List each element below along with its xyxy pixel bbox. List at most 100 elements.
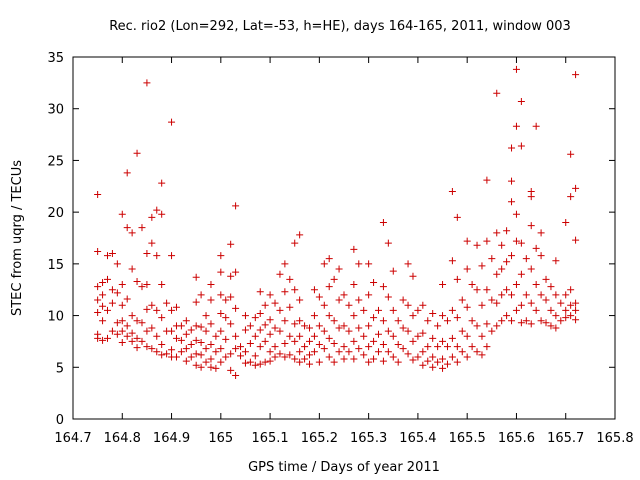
data-point (443, 343, 451, 351)
data-point (567, 150, 575, 158)
x-tick-label: 165.8 (596, 431, 633, 446)
data-point (572, 316, 580, 324)
data-point (463, 237, 471, 245)
data-point (458, 327, 466, 335)
data-point (232, 268, 240, 276)
data-point (320, 327, 328, 335)
data-point (232, 202, 240, 210)
data-point (350, 245, 358, 253)
data-point (222, 335, 230, 343)
data-point (493, 89, 501, 97)
data-point (350, 281, 358, 289)
data-point (94, 191, 102, 199)
data-point (384, 293, 392, 301)
data-point (562, 218, 570, 226)
data-point (517, 239, 525, 247)
data-point (276, 327, 284, 335)
y-tick-label: 15 (47, 258, 64, 273)
data-point (498, 317, 506, 325)
chart-title: Rec. rio2 (Lon=292, Lat=-53, h=HE), days… (109, 19, 571, 34)
data-point (158, 210, 166, 218)
data-point (532, 306, 540, 314)
data-point (103, 275, 111, 283)
data-point (261, 301, 269, 309)
data-point (394, 317, 402, 325)
y-tick-label: 35 (47, 51, 64, 66)
data-point (246, 339, 254, 347)
data-point (493, 299, 501, 307)
data-point (118, 338, 126, 346)
data-point (187, 353, 195, 361)
x-tick-label: 165 (208, 431, 233, 446)
data-point (330, 317, 338, 325)
data-point (113, 289, 121, 297)
data-point (276, 270, 284, 278)
data-point (168, 346, 176, 354)
data-point (108, 327, 116, 335)
data-point (409, 272, 417, 280)
data-point (429, 363, 437, 371)
data-point (517, 270, 525, 278)
data-point (419, 361, 427, 369)
data-point (187, 341, 195, 349)
data-point (320, 301, 328, 309)
data-point (463, 303, 471, 311)
data-point (325, 334, 333, 342)
data-point (532, 244, 540, 252)
data-point (227, 272, 235, 280)
data-point (291, 286, 299, 294)
data-point (379, 283, 387, 291)
data-point (261, 321, 269, 329)
data-point (241, 348, 249, 356)
data-point (404, 301, 412, 309)
data-point (256, 326, 264, 334)
data-point (389, 332, 397, 340)
data-point (108, 250, 116, 258)
data-point (138, 319, 146, 327)
data-point (143, 250, 151, 258)
data-point (291, 320, 299, 328)
data-point (537, 291, 545, 299)
data-point (557, 317, 565, 325)
data-point (527, 299, 535, 307)
data-point (517, 319, 525, 327)
data-point (296, 296, 304, 304)
data-point (394, 358, 402, 366)
data-point (458, 348, 466, 356)
data-point (197, 338, 205, 346)
data-point (379, 357, 387, 365)
data-point (409, 312, 417, 320)
data-point (355, 296, 363, 304)
data-point (503, 286, 511, 294)
data-point (537, 252, 545, 260)
data-point (434, 322, 442, 330)
data-point (399, 324, 407, 332)
data-point (315, 358, 323, 366)
data-point (271, 324, 279, 332)
data-point (153, 206, 161, 214)
data-point (217, 291, 225, 299)
data-point (493, 229, 501, 237)
data-point (468, 343, 476, 351)
data-point (227, 366, 235, 374)
data-point (172, 353, 180, 361)
data-point (532, 281, 540, 289)
data-point (350, 312, 358, 320)
data-point (355, 324, 363, 332)
data-point (498, 241, 506, 249)
data-point (419, 329, 427, 337)
data-point (567, 301, 575, 309)
data-point (158, 351, 166, 359)
data-point (168, 306, 176, 314)
data-point (143, 343, 151, 351)
data-point (207, 355, 215, 363)
data-point (99, 278, 107, 286)
data-point (379, 317, 387, 325)
y-tick-label: 5 (56, 361, 64, 376)
data-point (330, 358, 338, 366)
data-point (158, 314, 166, 322)
data-point (192, 336, 200, 344)
data-point (306, 360, 314, 368)
data-point (217, 327, 225, 335)
data-point (370, 355, 378, 363)
